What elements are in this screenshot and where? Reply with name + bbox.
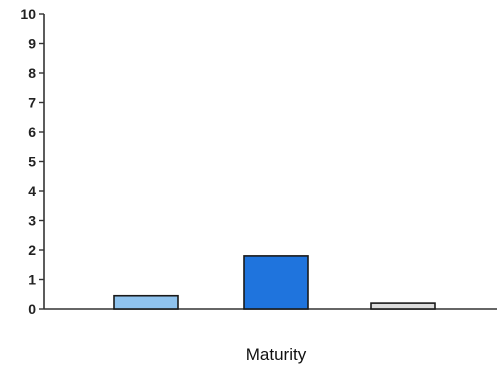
y-tick-label: 4 bbox=[28, 183, 36, 199]
y-tick-label: 5 bbox=[28, 154, 36, 170]
bar-1 bbox=[113, 294, 179, 310]
bar-2 bbox=[243, 255, 309, 310]
y-tick-label: 10 bbox=[20, 6, 36, 22]
y-tick-label: 0 bbox=[28, 301, 36, 317]
y-tick-label: 6 bbox=[28, 124, 36, 140]
bars bbox=[113, 255, 436, 310]
y-tick-label: 8 bbox=[28, 65, 36, 81]
y-tick-label: 1 bbox=[28, 272, 36, 288]
x-axis-title: Maturity bbox=[246, 345, 307, 364]
y-tick-label: 9 bbox=[28, 36, 36, 52]
y-axis: 0 1 2 3 4 5 6 7 8 9 10 bbox=[20, 6, 45, 317]
y-tick-label: 7 bbox=[28, 95, 36, 111]
bar-3 bbox=[370, 302, 436, 310]
y-tick-label: 2 bbox=[28, 242, 36, 258]
y-tick-label: 3 bbox=[28, 213, 36, 229]
